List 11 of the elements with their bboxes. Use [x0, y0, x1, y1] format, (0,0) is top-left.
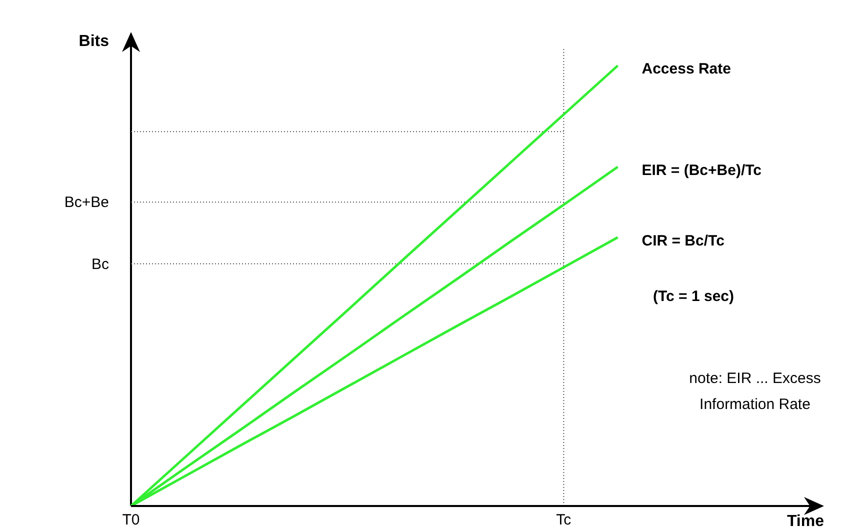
x-tick-label: Tc [556, 512, 572, 529]
ref-line-label: Bc+Be [64, 194, 109, 212]
y-axis-title: Bits [78, 33, 110, 50]
series-label: Access Rate [642, 60, 731, 78]
x-tick-label: T0 [122, 512, 140, 529]
ref-line-label: Bc [91, 256, 110, 273]
annotation: note: EIR ... Excess Information Rate [688, 369, 822, 415]
series-label: CIR = Bc/Tc [642, 232, 724, 250]
annotation: (Tc = 1 sec) [653, 288, 734, 305]
x-axis-title: Time [786, 513, 824, 530]
series-label: EIR = (Bc+Be)/Tc [642, 162, 762, 179]
